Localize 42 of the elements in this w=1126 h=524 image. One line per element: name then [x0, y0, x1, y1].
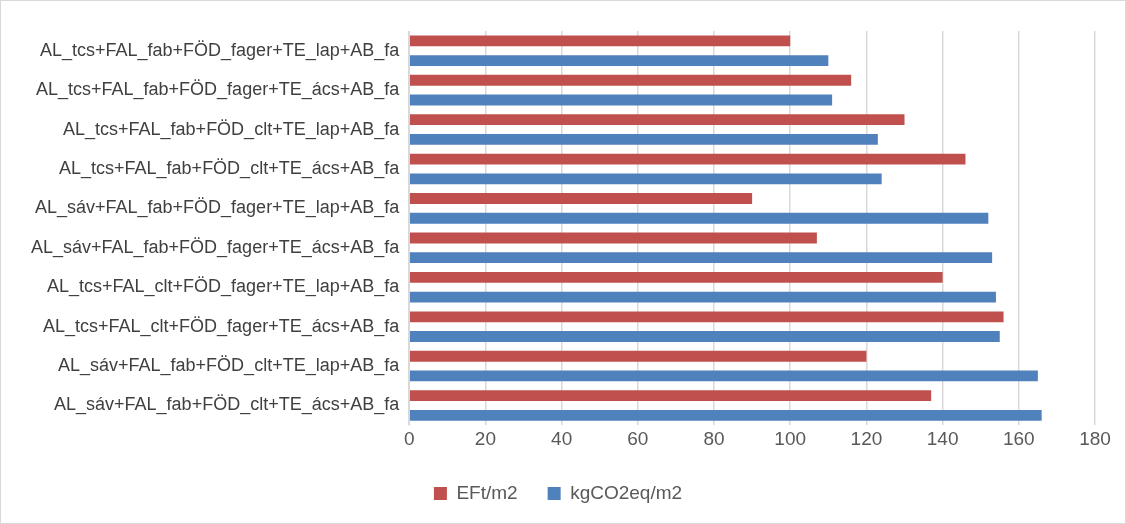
y-tick-label: AL_sáv+FAL_fab+FÖD_fager+TE_ács+AB_fa	[30, 236, 401, 258]
bar	[409, 55, 829, 66]
bar	[409, 212, 989, 224]
y-tick-label: AL_sáv+FAL_fab+FÖD_fager+TE_lap+AB_fa	[34, 197, 401, 219]
y-tick-label: AL_sáv+FAL_fab+FÖD_clt+TE_lap+AB_fa	[58, 355, 401, 377]
y-tick-label: AL_tcs+FAL_fab+FÖD_fager+TE_lap+AB_fa	[39, 39, 401, 61]
bar	[409, 331, 1000, 342]
bar	[409, 350, 867, 362]
legend-label: EFt/m2	[456, 481, 518, 503]
bar	[409, 114, 905, 126]
x-tick-label: 0	[403, 427, 415, 449]
bar	[409, 370, 1038, 382]
y-tick-label: AL_tcs+FAL_fab+FÖD_fager+TE_ács+AB_fa	[36, 79, 401, 101]
x-tick-label: 140	[926, 427, 959, 449]
bar	[409, 94, 833, 106]
bar	[409, 390, 932, 402]
x-tick-label: 160	[1002, 427, 1035, 449]
y-tick-label: AL_tcs+FAL_clt+FÖD_fager+TE_ács+AB_fa	[43, 315, 401, 337]
x-tick-label: 40	[551, 427, 573, 449]
y-tick-label: AL_tcs+FAL_fab+FÖD_clt+TE_ács+AB_fa	[59, 157, 401, 179]
bar	[409, 133, 878, 145]
y-tick-label: AL_sáv+FAL_fab+FÖD_clt+TE_ács+AB_fa	[54, 394, 401, 416]
x-tick-label: 60	[627, 427, 649, 449]
bar	[409, 311, 1004, 323]
bar	[409, 35, 791, 47]
x-tick-label: 100	[774, 427, 807, 449]
bar	[409, 173, 882, 185]
bar	[409, 74, 852, 86]
bar	[409, 193, 753, 204]
bar	[409, 271, 943, 283]
y-tick-label: AL_tcs+FAL_clt+FÖD_fager+TE_lap+AB_fa	[47, 276, 401, 298]
x-tick-label: 20	[474, 427, 496, 449]
x-tick-label: 120	[850, 427, 883, 449]
x-tick-label: 80	[703, 427, 725, 449]
x-tick-label: 180	[1079, 427, 1111, 449]
bar	[409, 291, 996, 303]
bar	[409, 153, 966, 165]
bar	[409, 409, 1042, 421]
y-tick-label: AL_tcs+FAL_fab+FÖD_clt+TE_lap+AB_fa	[63, 118, 401, 140]
bar	[409, 232, 817, 244]
legend-label: kgCO2eq/m2	[570, 481, 683, 503]
bar	[409, 252, 993, 264]
